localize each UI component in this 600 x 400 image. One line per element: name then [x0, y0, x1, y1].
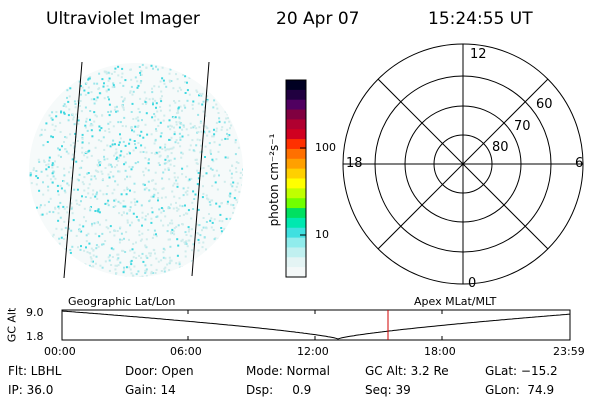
polar-label-6: 6: [575, 156, 584, 171]
colorbar-segment: [286, 168, 306, 180]
info-gc-alt: GC Alt: 3.2 Re: [365, 364, 449, 378]
info-seq: Seq: 39: [365, 383, 411, 397]
time-tick-0000: 00:00: [44, 345, 76, 358]
meridian-line-left: [63, 61, 83, 279]
time-tick-1200: 12:00: [297, 345, 329, 358]
colorbar-segment: [286, 208, 306, 219]
time-tick-2359: 23:59: [553, 345, 585, 358]
timeline-axis-label: GC Alt: [5, 307, 19, 343]
colorbar-segment: [286, 158, 306, 170]
polar-label-0: 0: [468, 276, 477, 291]
timeline-left-title: Geographic Lat/Lon: [68, 295, 176, 308]
polar-lat-80: 80: [492, 140, 509, 155]
altitude-curve: [61, 310, 571, 340]
colorbar-segment: [286, 188, 306, 199]
info-filter: Flt: LBHL: [8, 364, 62, 378]
info-gain: Gain: 14: [125, 383, 176, 397]
color-scale-bar: [286, 80, 306, 278]
info-mode: Mode: Normal: [246, 364, 330, 378]
colorbar-segment: [286, 247, 306, 258]
colorbar-segment: [286, 227, 306, 239]
date-label: 20 Apr 07: [276, 9, 360, 29]
info-dsp: Dsp: 0.9: [246, 383, 312, 397]
colorbar-label-10: 10: [315, 228, 329, 241]
polar-plot: [342, 43, 584, 285]
polar-lat-70: 70: [514, 119, 531, 134]
colorbar-segment: [286, 178, 306, 189]
colorbar-label-100: 100: [315, 141, 336, 154]
info-glon: GLon: 74.9: [485, 383, 555, 397]
info-ip: IP: 36.0: [8, 383, 54, 397]
time-tick-0600: 06:00: [170, 345, 202, 358]
colorbar-segment: [286, 267, 306, 278]
colorbar-segment: [286, 217, 306, 229]
polar-label-12: 12: [470, 47, 487, 62]
color-scale-frame: [285, 79, 307, 278]
colorbar-segment: [286, 119, 306, 130]
colorbar-unit-label: photon cm⁻²s⁻¹: [267, 133, 281, 227]
colorbar-segment: [286, 129, 306, 140]
timeline-right-title: Apex MLat/MLT: [414, 295, 497, 308]
colorbar-segment: [286, 99, 306, 111]
polar-lat-60: 60: [536, 97, 553, 112]
colorbar-segment: [286, 198, 306, 209]
colorbar-segment: [286, 80, 306, 91]
colorbar-segment: [286, 109, 306, 120]
colorbar-segment: [286, 237, 306, 249]
timeline-ymax-label: 9.0: [26, 306, 44, 319]
meridian-line-right: [191, 61, 210, 277]
timeline-frame: [61, 309, 571, 341]
colorbar-segment: [286, 257, 306, 268]
colorbar-segment: [286, 148, 306, 160]
time-tick-1800: 18:00: [424, 345, 456, 358]
polar-label-18: 18: [346, 156, 363, 171]
uv-image-disk: [29, 63, 243, 277]
info-glat: GLat: −15.2: [485, 364, 558, 378]
colorbar-segment: [286, 89, 306, 101]
time-label: 15:24:55 UT: [428, 9, 533, 29]
colorbar-segment: [286, 139, 306, 150]
app-title: Ultraviolet Imager: [46, 9, 200, 29]
timeline-ticks: [187, 310, 443, 340]
info-door: Door: Open: [125, 364, 194, 378]
timeline-ymin-label: 1.8: [26, 330, 44, 343]
